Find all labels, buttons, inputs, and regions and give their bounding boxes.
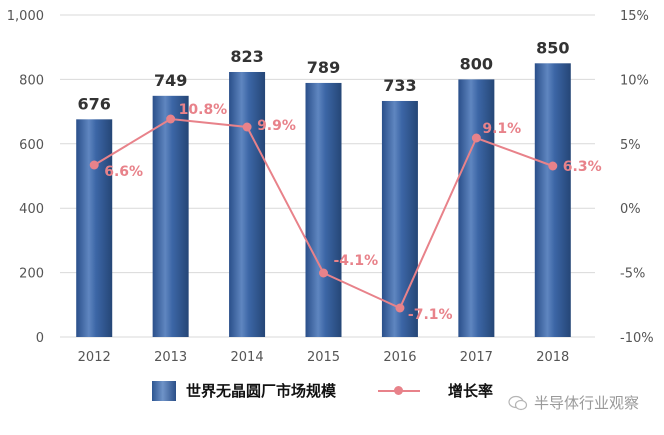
svg-text:823: 823 [230, 47, 263, 66]
bar [152, 95, 189, 338]
line-marker-icon [378, 381, 420, 401]
legend-label: 增长率 [448, 382, 494, 400]
svg-text:5%: 5% [620, 138, 641, 153]
svg-text:15%: 15% [620, 9, 649, 24]
svg-text:10.8%: 10.8% [179, 102, 228, 118]
chart-area: 0 200 400 600 800 1,000 -10% -5% 0% 5% 10% 15% 676… [7, 9, 654, 365]
watermark: 半导体行业观察 [508, 392, 639, 413]
svg-text:2017: 2017 [460, 350, 493, 365]
svg-text:10%: 10% [620, 73, 649, 88]
growth-rate-labels: 6.6% 10.8% 9.9% -4.1% -7.1% 9.1% 6.3% [104, 102, 601, 323]
line-marker [395, 303, 405, 313]
legend-item-market-size: 世界无晶圆厂市场规模 [152, 380, 336, 401]
svg-text:2016: 2016 [383, 350, 416, 365]
svg-text:800: 800 [460, 54, 493, 73]
svg-text:2013: 2013 [154, 350, 187, 365]
svg-text:6.6%: 6.6% [104, 164, 143, 180]
left-axis: 0 200 400 600 800 1,000 [7, 9, 44, 346]
bar [458, 79, 495, 338]
svg-text:0%: 0% [620, 202, 641, 217]
svg-text:2015: 2015 [307, 350, 340, 365]
bar [229, 71, 266, 337]
legend-label: 世界无晶圆厂市场规模 [186, 382, 337, 400]
svg-text:-4.1%: -4.1% [334, 253, 379, 269]
svg-text:1,000: 1,000 [7, 9, 44, 24]
line-marker [166, 114, 176, 124]
bar [76, 119, 113, 337]
svg-text:850: 850 [536, 38, 569, 57]
svg-text:600: 600 [19, 138, 44, 153]
bar [305, 82, 342, 337]
bar [534, 63, 571, 338]
svg-text:200: 200 [19, 267, 44, 282]
svg-text:400: 400 [19, 202, 44, 217]
svg-text:676: 676 [78, 94, 111, 113]
svg-text:733: 733 [383, 76, 416, 95]
bar [381, 100, 418, 337]
bar-series [76, 63, 571, 338]
svg-text:9.9%: 9.9% [257, 118, 296, 134]
svg-text:6.3%: 6.3% [563, 159, 602, 175]
svg-text:749: 749 [154, 71, 187, 90]
svg-text:789: 789 [307, 58, 340, 77]
growth-rate-line [89, 114, 558, 313]
line-marker [89, 160, 99, 170]
right-axis: -10% -5% 0% 5% 10% 15% [620, 9, 654, 346]
watermark-text: 半导体行业观察 [534, 394, 640, 412]
svg-text:9.1%: 9.1% [482, 121, 521, 137]
svg-text:2012: 2012 [78, 350, 111, 365]
svg-text:800: 800 [19, 73, 44, 88]
line-marker [548, 161, 558, 171]
bar-swatch-icon [152, 380, 176, 401]
svg-text:-5%: -5% [620, 267, 645, 282]
svg-text:2018: 2018 [536, 350, 569, 365]
svg-text:-7.1%: -7.1% [408, 307, 453, 323]
legend: 世界无晶圆厂市场规模 增长率 [0, 378, 664, 408]
wechat-icon [508, 395, 528, 410]
x-axis: 2012 2013 2014 2015 2016 2017 2018 [78, 350, 570, 365]
line-marker [319, 268, 328, 278]
bar-value-labels: 676 749 823 789 733 800 850 [78, 38, 570, 113]
line-marker [242, 122, 252, 132]
legend-item-growth-rate: 增长率 [378, 380, 493, 401]
svg-text:2014: 2014 [231, 350, 264, 365]
line-marker [471, 133, 481, 143]
svg-text:0: 0 [36, 331, 44, 346]
svg-text:-10%: -10% [620, 331, 654, 346]
